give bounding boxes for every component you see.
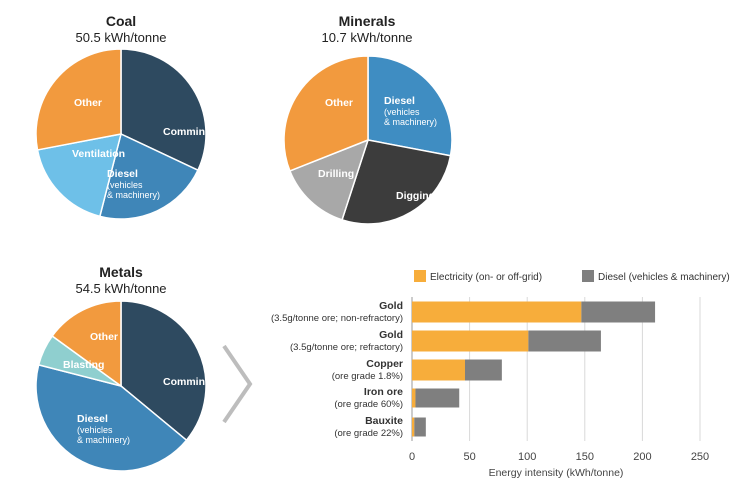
minerals-slice-drilling [288, 138, 370, 221]
x-tick-label-0: 0 [409, 451, 415, 463]
category-detail-4: (ore grade 22%) [334, 428, 403, 439]
x-axis-title: Energy intensity (kWh/tonne) [489, 467, 624, 479]
coal-slice-diesel [98, 132, 199, 220]
x-tick-label-250: 250 [691, 451, 709, 463]
minerals-label-digging: Digging [396, 190, 435, 202]
bar-bauxite-4-diesel [414, 417, 426, 437]
x-tick-label-50: 50 [463, 451, 475, 463]
coal-sublabel-diesel-1: & machinery) [107, 190, 160, 200]
metals-sublabel-diesel-0: (vehicles [77, 425, 113, 435]
metals-label-other: Other [90, 331, 118, 343]
metals-slice-diesel [35, 363, 188, 472]
minerals-slice-other [283, 55, 369, 172]
legend-label-diesel: Diesel (vehicles & machinery) [598, 272, 730, 283]
bar-iron-ore-3-diesel [415, 388, 460, 408]
metals-pie-chart: Comminution Diesel(vehicles& machinery) Bl… [35, 300, 231, 472]
metals-slice-other [51, 300, 122, 388]
bar-gold-1-electricity [412, 330, 529, 352]
legend-swatch-electricity [414, 270, 426, 282]
bar-iron-ore-3-electricity [412, 388, 416, 408]
category-label-4: Bauxite [365, 415, 403, 427]
category-label-0: Gold [379, 300, 403, 312]
category-detail-2: (ore grade 1.8%) [332, 371, 403, 382]
coal-slice-ventilation [36, 133, 123, 218]
minerals-sublabel-diesel-1: & machinery) [384, 117, 437, 127]
minerals-pie-chart: Diesel(vehicles& machinery) Digging Drilli… [283, 55, 453, 225]
category-label-2: Copper [366, 358, 403, 370]
chevron-right-icon [222, 344, 253, 424]
metals-subtitle: 54.5 kWh/tonne [75, 281, 167, 296]
coal-label-ventilation: Ventilation [72, 148, 125, 160]
coal-pie-chart: Comminution Diesel(vehicles& machinery) Ve… [35, 48, 231, 220]
metals-title: Metals [99, 264, 143, 280]
minerals-sublabel-diesel-0: (vehicles [384, 107, 420, 117]
metals-sublabel-diesel-1: & machinery) [77, 435, 130, 445]
coal-slice-comminution [120, 48, 207, 172]
legend-swatch-diesel [582, 270, 594, 282]
category-detail-1: (3.5g/tonne ore; refractory) [290, 342, 403, 353]
category-detail-3: (ore grade 60%) [334, 399, 403, 410]
metals-title-block: Metals 54.5 kWh/tonne [31, 264, 211, 297]
minerals-label-drilling: Drilling [318, 168, 354, 180]
minerals-title-block: Minerals 10.7 kWh/tonne [277, 13, 457, 46]
metals-label-blasting: Blasting [63, 359, 104, 371]
legend-label-electricity: Electricity (on- or off-grid) [430, 272, 542, 283]
coal-title-block: Coal 50.5 kWh/tonne [31, 13, 211, 46]
minerals-label-diesel: Diesel [384, 95, 415, 107]
metals-slice-comminution [120, 300, 207, 442]
coal-sublabel-diesel-0: (vehicles [107, 180, 143, 190]
metals-label-diesel: Diesel [77, 413, 108, 425]
minerals-subtitle: 10.7 kWh/tonne [321, 30, 413, 45]
bar-gold-0-diesel [581, 301, 656, 323]
category-label-3: Iron ore [364, 386, 403, 398]
bar-gold-1-diesel [528, 330, 601, 352]
x-tick-label-150: 150 [576, 451, 594, 463]
bar-bauxite-4-electricity [412, 417, 415, 437]
coal-label-comminution: Comminution [163, 126, 231, 138]
coal-title: Coal [105, 13, 137, 29]
bar-gold-0-electricity [412, 301, 582, 323]
metals-label-comminution: Comminution [163, 376, 231, 388]
minerals-title: Minerals [338, 13, 396, 29]
x-tick-label-100: 100 [518, 451, 536, 463]
category-detail-0: (3.5g/tonne ore; non-refractory) [271, 313, 403, 324]
coal-subtitle: 50.5 kWh/tonne [75, 30, 167, 45]
category-label-1: Gold [379, 329, 403, 341]
x-tick-label-200: 200 [633, 451, 651, 463]
coal-label-other: Other [74, 97, 102, 109]
coal-slice-other [35, 48, 122, 151]
minerals-label-other: Other [325, 97, 353, 109]
minerals-slice-diesel [367, 55, 453, 157]
bar-copper-2-electricity [412, 359, 465, 381]
minerals-slice-digging [341, 139, 452, 225]
coal-label-diesel: Diesel [107, 168, 138, 180]
bar-copper-2-diesel [464, 359, 502, 381]
